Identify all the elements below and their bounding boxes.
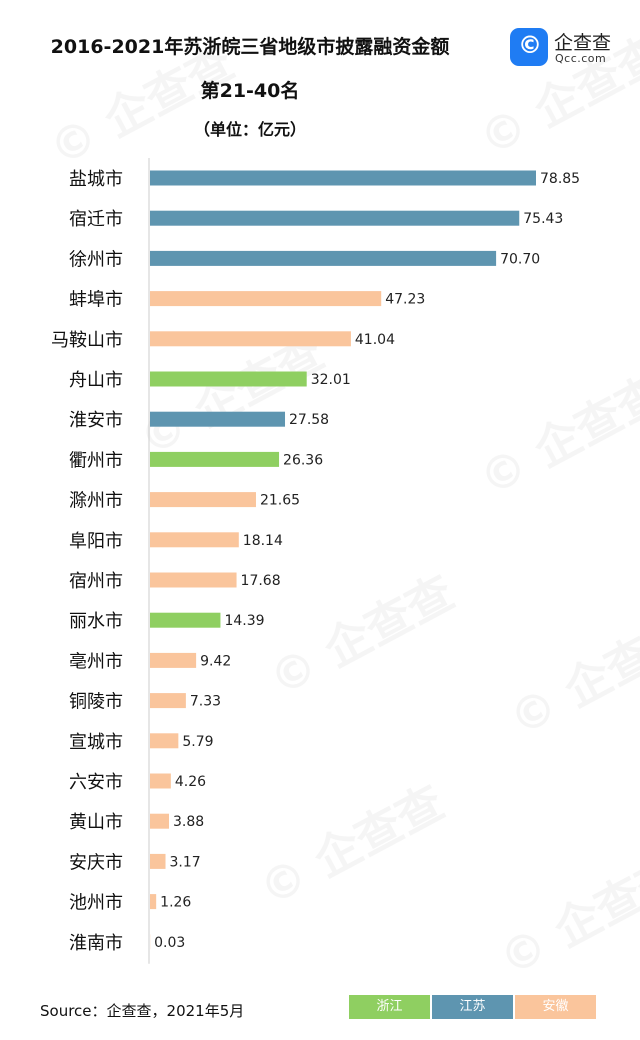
bar [150, 693, 186, 709]
value-label: 7.33 [190, 694, 221, 710]
value-label: 21.65 [260, 493, 300, 509]
value-label: 4.26 [175, 774, 206, 790]
value-label: 78.85 [540, 171, 580, 187]
legend-item: 安徽 [515, 995, 596, 1019]
value-label: 75.43 [523, 211, 563, 227]
category-label: 淮南市 [69, 933, 123, 954]
value-label: 17.68 [241, 573, 281, 589]
value-label: 1.26 [160, 895, 191, 911]
bar [150, 371, 307, 387]
category-label: 铜陵市 [69, 692, 123, 713]
category-label: 蚌埠市 [69, 290, 123, 311]
bar [150, 813, 169, 829]
category-label: 丽水市 [69, 611, 123, 632]
value-label: 3.17 [170, 854, 201, 870]
qcc-logo-icon: © [510, 28, 548, 66]
bar [150, 773, 171, 789]
bar [150, 733, 179, 749]
value-label: 18.14 [243, 533, 283, 549]
bar-chart: 盐城市 78.85 宿迁市 75.43 徐州市 70.70 蚌埠市 47.23 马鞍山市 41.0… [51, 158, 580, 964]
category-label: 黄山市 [69, 812, 123, 833]
category-label: 池州市 [69, 893, 123, 914]
logo-name: 企查查 [554, 32, 612, 54]
value-label: 5.79 [182, 734, 213, 750]
category-label: 宿迁市 [69, 209, 123, 230]
category-label: 马鞍山市 [51, 330, 123, 351]
chart-title: 2016-2021年苏浙皖三省地级市披露融资金额 [50, 36, 450, 58]
legend-item: 浙江 [349, 995, 430, 1019]
source-note: Source：企查查，2021年5月 [40, 1002, 245, 1020]
category-label: 徐州市 [69, 249, 123, 270]
category-label: 淮安市 [69, 410, 123, 431]
bar [150, 572, 237, 588]
category-label: 滁州市 [69, 491, 123, 512]
bar [150, 652, 197, 668]
value-label: 41.04 [355, 332, 395, 348]
category-label: 安庆市 [69, 852, 123, 873]
bar [150, 894, 157, 910]
value-label: 0.03 [154, 935, 185, 951]
bar [150, 492, 256, 508]
bar [150, 170, 536, 186]
category-label: 宿州市 [69, 571, 123, 592]
category-label: 亳州市 [69, 651, 123, 672]
value-label: 26.36 [283, 452, 323, 468]
value-label: 27.58 [289, 412, 329, 428]
legend-item: 江苏 [432, 995, 513, 1019]
value-label: 14.39 [224, 613, 264, 629]
bar [150, 532, 239, 548]
value-label: 32.01 [311, 372, 351, 388]
bar [150, 291, 382, 307]
bar [150, 612, 221, 628]
bar [150, 210, 520, 226]
value-label: 9.42 [200, 653, 231, 669]
bar [150, 451, 280, 467]
logo-domain: Qcc.com [555, 52, 607, 65]
category-label: 六安市 [69, 772, 123, 793]
category-label: 衢州市 [69, 450, 123, 471]
value-label: 70.70 [500, 251, 540, 267]
bar [150, 331, 351, 347]
bar [150, 411, 286, 427]
bar [150, 853, 166, 869]
category-label: 阜阳市 [69, 531, 123, 552]
qcc-logo: © 企查查 Qcc.com [510, 28, 630, 68]
chart-subtitle: 第21-40名 [200, 80, 300, 102]
category-label: 盐城市 [69, 169, 123, 190]
value-label: 47.23 [385, 292, 425, 308]
bar [150, 250, 497, 266]
value-label: 3.88 [173, 814, 204, 830]
unit-label: （单位：亿元） [193, 120, 306, 139]
category-label: 舟山市 [69, 370, 123, 391]
category-label: 宣城市 [69, 732, 123, 753]
